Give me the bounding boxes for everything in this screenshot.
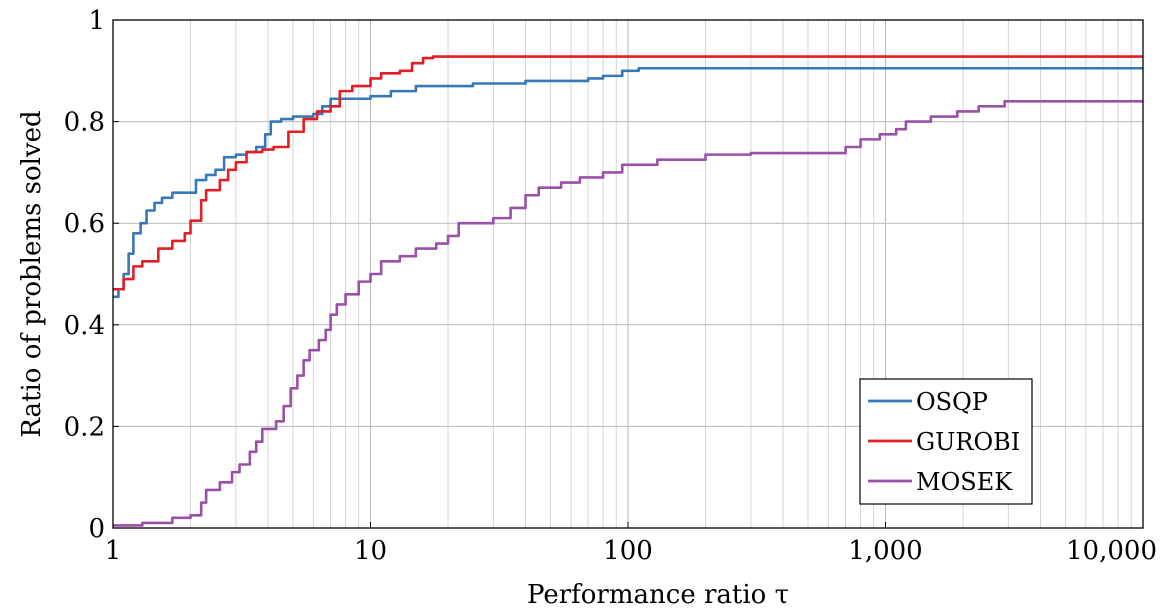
y-tick-label: 0.4 [64, 311, 105, 341]
y-tick-label: 1 [88, 6, 105, 36]
x-tick-label: 1 [105, 536, 122, 566]
x-tick-label: 10 [354, 536, 387, 566]
legend-label-mosek: MOSEK [916, 468, 1013, 496]
y-tick-label: 0.8 [64, 108, 105, 138]
legend: OSQP GUROBI MOSEK [859, 378, 1033, 505]
x-tick-label: 100 [603, 536, 653, 566]
series-line-gurobi [113, 55, 1143, 291]
series-line-mosek [113, 99, 1143, 527]
series-line-osqp [113, 66, 1143, 299]
y-tick-label: 0.6 [64, 209, 105, 239]
y-tick-label: 0 [88, 514, 105, 544]
y-axis-ticks: 0 0.2 0.4 0.6 0.8 1 [64, 6, 119, 544]
x-tick-label: 10,000 [1066, 536, 1157, 566]
x-axis-title: Performance ratio τ [527, 580, 789, 610]
legend-label-gurobi: GUROBI [916, 428, 1020, 456]
x-axis-ticks: 1 10 100 1,000 10,000 [105, 522, 1157, 566]
y-axis-title: Ratio of problems solved [17, 110, 47, 437]
legend-label-osqp: OSQP [916, 388, 988, 416]
series-layer [113, 55, 1143, 527]
y-tick-label: 0.2 [64, 412, 105, 442]
x-tick-label: 1,000 [848, 536, 922, 566]
